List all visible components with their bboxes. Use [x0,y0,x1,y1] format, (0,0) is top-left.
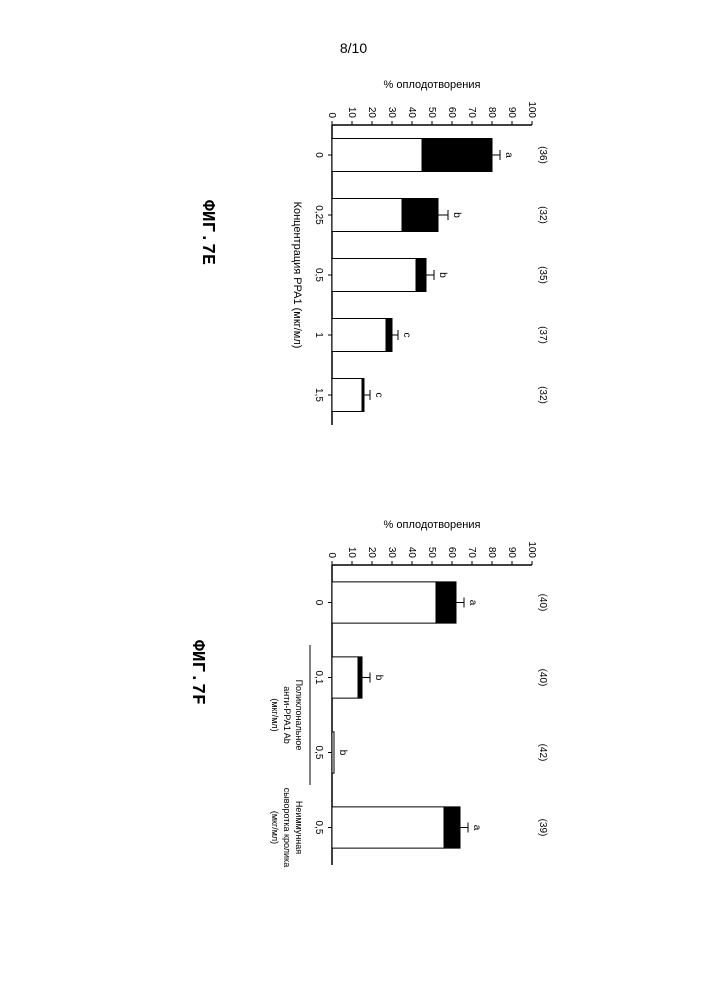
svg-text:(32): (32) [537,386,548,404]
svg-text:10: 10 [346,107,357,119]
charts-container: 0102030405060708090100% оплодотворенияa(… [0,0,707,1000]
svg-text:90: 90 [506,107,517,119]
svg-text:a: a [471,825,482,831]
svg-text:70: 70 [466,107,477,119]
chart-7f-wrapper: 0 10 20 30 40 50 60 70 80 90 100 % оплодотворения a (… [217,510,557,880]
svg-text:0: 0 [313,152,324,158]
caption-7e: ФИГ.7E [197,200,217,265]
svg-text:a: a [467,600,478,606]
svg-text:0,5: 0,5 [313,821,324,835]
svg-text:(32): (32) [537,206,548,224]
svg-text:% оплодотворения: % оплодотворения [384,519,481,531]
svg-text:50: 50 [426,107,437,119]
svg-text:Неиммунная: Неиммунная [294,801,304,854]
svg-text:30: 30 [386,547,397,559]
svg-text:20: 20 [366,547,377,559]
svg-text:c: c [373,393,384,398]
svg-text:(37): (37) [537,326,548,344]
svg-text:30: 30 [386,107,397,119]
svg-text:c: c [401,333,412,338]
svg-text:Поликлональное: Поликлональное [294,680,304,751]
svg-text:a: a [503,152,514,158]
chart-7e-wrapper: 0102030405060708090100% оплодотворенияa(… [227,70,557,440]
svg-text:(40): (40) [537,669,548,687]
svg-text:(42): (42) [537,744,548,762]
svg-text:50: 50 [426,547,437,559]
svg-text:40: 40 [406,107,417,119]
svg-text:b: b [437,272,448,278]
svg-text:(39): (39) [537,819,548,837]
svg-text:b: b [337,750,348,756]
svg-text:100: 100 [526,101,537,118]
svg-text:анти-PPA1 Ab: анти-PPA1 Ab [282,686,292,743]
svg-text:20: 20 [366,107,377,119]
chart-7e: 0102030405060708090100% оплодотворенияa(… [227,70,557,440]
svg-text:1: 1 [313,332,324,338]
svg-text:10: 10 [346,547,357,559]
svg-text:100: 100 [526,541,537,558]
svg-text:b: b [373,675,384,681]
svg-text:(35): (35) [537,266,548,284]
svg-text:Концентрация PPA1 (мкг/мл): Концентрация PPA1 (мкг/мл) [291,202,303,349]
svg-text:(36): (36) [537,146,548,164]
svg-text:0,5: 0,5 [313,268,324,282]
svg-text:(мкг/мл): (мкг/мл) [270,698,280,731]
svg-text:40: 40 [406,547,417,559]
svg-text:0,5: 0,5 [313,746,324,760]
svg-text:сыворотка кролика: сыворотка кролика [282,788,292,867]
svg-text:0: 0 [326,112,337,118]
svg-text:60: 60 [446,107,457,119]
svg-text:(мкг/мл): (мкг/мл) [270,811,280,844]
svg-text:80: 80 [486,107,497,119]
svg-text:% оплодотворения: % оплодотворения [384,79,481,91]
svg-text:0: 0 [326,552,337,558]
chart-7f: 0 10 20 30 40 50 60 70 80 90 100 % оплодотворения a (… [217,510,557,880]
svg-text:0: 0 [313,600,324,606]
svg-text:80: 80 [486,547,497,559]
svg-text:0,25: 0,25 [313,205,324,225]
svg-text:1,5: 1,5 [313,388,324,402]
svg-text:60: 60 [446,547,457,559]
svg-text:b: b [451,212,462,218]
svg-text:90: 90 [506,547,517,559]
caption-7f: ФИГ.7F [187,640,207,705]
svg-text:0,1: 0,1 [313,671,324,685]
svg-text:70: 70 [466,547,477,559]
svg-text:(40): (40) [537,594,548,612]
